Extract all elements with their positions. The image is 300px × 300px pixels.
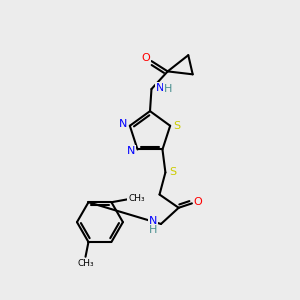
Text: H: H — [164, 84, 173, 94]
Text: N: N — [119, 119, 128, 129]
Text: S: S — [169, 167, 176, 177]
Text: N: N — [148, 216, 157, 226]
Text: N: N — [155, 82, 164, 93]
Text: CH₃: CH₃ — [77, 259, 94, 268]
Text: O: O — [194, 197, 202, 207]
Text: O: O — [141, 53, 150, 63]
Text: N: N — [127, 146, 135, 156]
Text: CH₃: CH₃ — [128, 194, 145, 203]
Text: H: H — [148, 225, 157, 235]
Text: S: S — [173, 121, 180, 131]
